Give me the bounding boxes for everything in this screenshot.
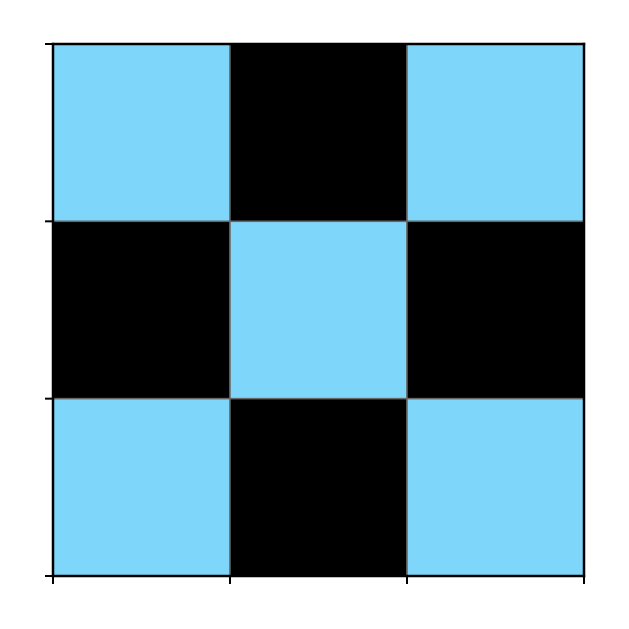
heatmap-cell-r1-c0: [52, 220, 231, 400]
heatmap-cell-r0-c1: [229, 43, 408, 223]
heatmap-cell-r2-c2: [406, 397, 585, 577]
heatmap-cell-r1-c1: [229, 220, 408, 400]
heatmap-cell-r1-c2: [406, 220, 585, 400]
heatmap-cell-r0-c0: [52, 43, 231, 223]
heatmap-cell-r2-c0: [52, 397, 231, 577]
heatmap-cells: [52, 43, 585, 577]
heatmap-axes: [45, 42, 586, 584]
heatmap-cell-r0-c2: [406, 43, 585, 223]
heatmap-cell-r2-c1: [229, 397, 408, 577]
